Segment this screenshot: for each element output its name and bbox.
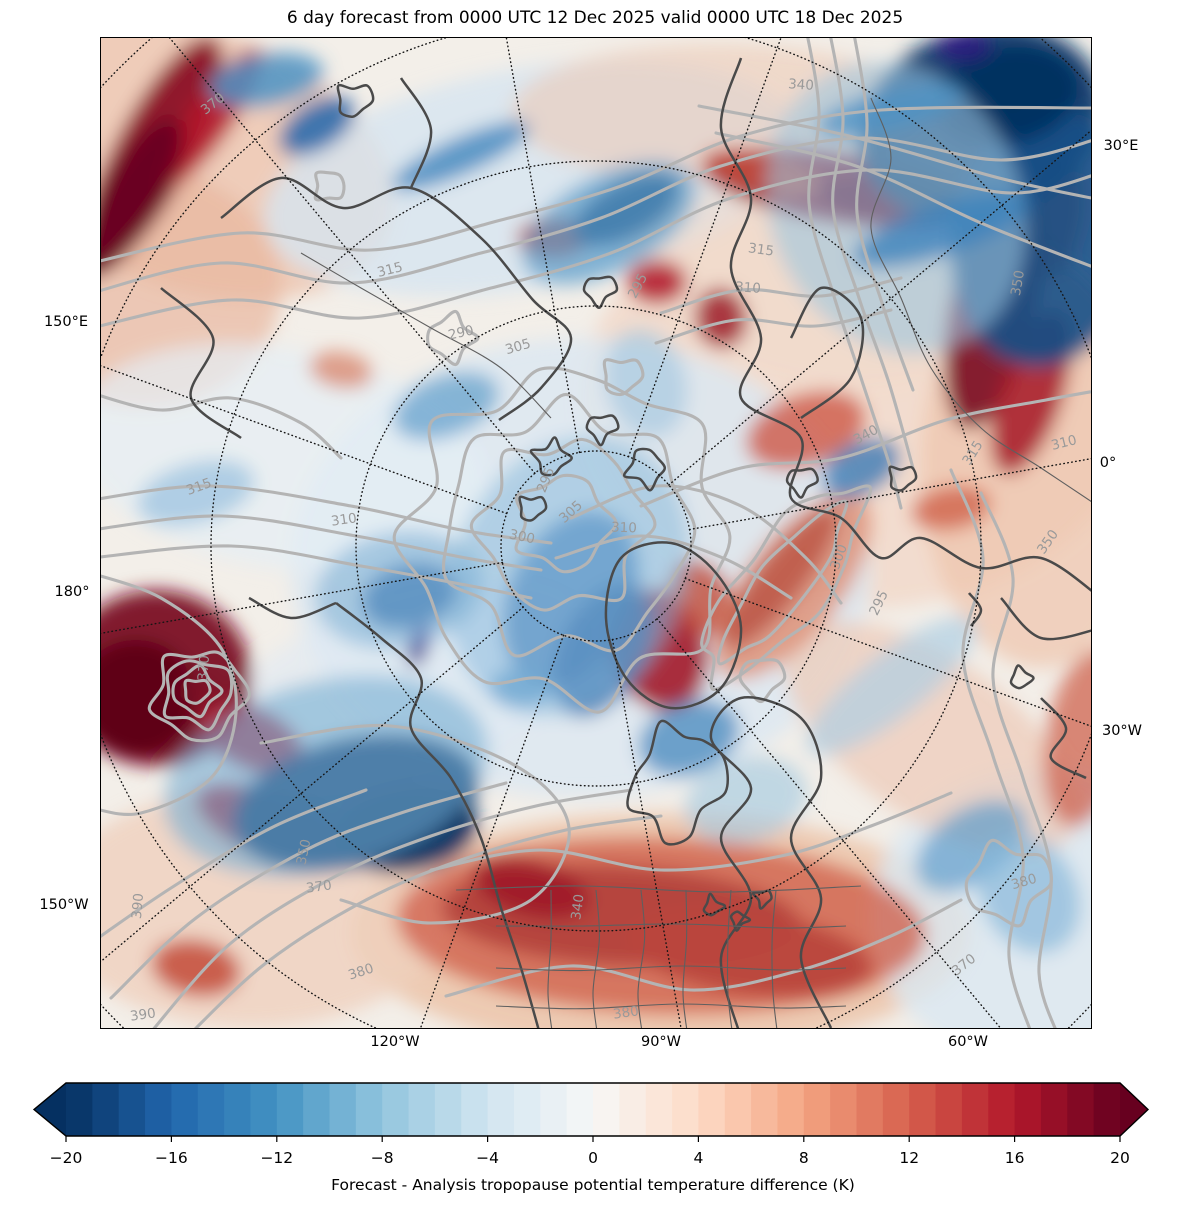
contour-label: 370 — [305, 877, 333, 896]
right-edge-gridline-label: 0° — [1099, 455, 1117, 471]
contour-label: 390 — [129, 892, 147, 919]
contour-label: 380 — [1009, 871, 1038, 893]
colorbar-tick-label: 20 — [1110, 1149, 1130, 1167]
bottom-edge-gridline-label: 90°W — [640, 1034, 682, 1050]
right-edge-gridline-label: 30°E — [1103, 138, 1139, 154]
contour-label: 380 — [346, 960, 375, 983]
left-edge-gridline-label: 150°W — [39, 897, 89, 913]
map-canvas: 3703153403103152952903052953053103003153… — [101, 38, 1091, 1028]
contour-label: 340 — [788, 76, 815, 94]
left-edge-gridline-label: 180° — [54, 584, 90, 600]
colorbar-canvas: −20 −16 −12 −8 −4 0 4 8 12 16 20 Forecast - Analysi… — [32, 1082, 1150, 1194]
contour-label: 390 — [129, 1005, 157, 1024]
bottom-edge-gridline-label: 60°W — [947, 1034, 989, 1050]
contour-label: 290 — [447, 322, 476, 343]
contour-label: 350 — [293, 838, 314, 867]
map-plot-area: 370 315 340 310 315 295 290 305 295 305 310 300 315 3… — [100, 37, 1092, 1029]
contour-label: 310 — [611, 520, 637, 537]
contour-label: 310 — [1050, 432, 1079, 454]
contour-label: 380 — [612, 1003, 640, 1022]
colorbar-under-arrow — [34, 1083, 66, 1136]
contour-label: 315 — [747, 240, 775, 259]
theta-contour-lines — [101, 38, 1091, 1028]
colorbar-tick-label: −8 — [371, 1149, 394, 1167]
contour-label-group: 3703153403103152952903052953053103003153… — [129, 76, 1079, 1025]
contour-label: 350 — [1008, 269, 1028, 297]
contour-label: 340 — [568, 893, 587, 921]
right-edge-gridline-label: 30°W — [1101, 723, 1143, 739]
colorbar-tick-label: 12 — [899, 1149, 919, 1167]
anomaly-field — [101, 38, 1091, 1028]
colorbar-tick-label: −20 — [50, 1149, 83, 1167]
colorbar-tick-label: 16 — [1005, 1149, 1025, 1167]
state-borders — [300, 97, 1091, 1028]
colorbar-tick-label: 4 — [693, 1149, 703, 1167]
colorbar: −20 −16 −12 −8 −4 0 4 8 12 16 20 Forecast - Analysi… — [0, 1070, 1192, 1205]
colorbar-tick-label: 0 — [588, 1149, 598, 1167]
contour-label: 300 — [508, 526, 537, 547]
colorbar-title: Forecast - Analysis tropopause potential… — [331, 1176, 855, 1194]
figure-title: 6 day forecast from 0000 UTC 12 Dec 2025… — [286, 8, 904, 28]
colorbar-tick-label: −16 — [155, 1149, 188, 1167]
colorbar-tick-label: −12 — [260, 1149, 293, 1167]
colorbar-bar — [32, 1082, 1150, 1137]
graticule — [101, 38, 1091, 1028]
colorbar-tick-label: 8 — [799, 1149, 809, 1167]
bottom-edge-gridline-label: 120°W — [370, 1034, 420, 1050]
contour-label: 310 — [735, 279, 762, 297]
colorbar-tick-label: −4 — [476, 1149, 499, 1167]
left-edge-gridline-label: 150°E — [43, 314, 89, 330]
contour-label: 370 — [195, 654, 213, 681]
colorbar-over-arrow — [1120, 1083, 1148, 1136]
contour-label: 310 — [330, 510, 358, 529]
contour-label: 315 — [376, 259, 405, 281]
contour-label: 305 — [503, 336, 532, 358]
